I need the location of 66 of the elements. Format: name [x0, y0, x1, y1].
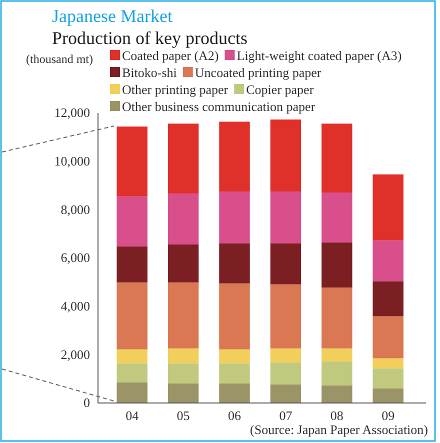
x-tick-label: 05 — [176, 408, 190, 424]
bar — [270, 348, 302, 362]
bar — [372, 240, 404, 282]
bar — [372, 368, 404, 388]
bar — [168, 124, 199, 194]
bar — [168, 363, 199, 384]
bar — [116, 196, 148, 246]
bar — [322, 385, 352, 403]
bar — [116, 349, 148, 364]
bar — [322, 361, 352, 386]
text: (Source: Japan Paper Association) — [250, 422, 428, 437]
bar — [168, 282, 199, 348]
y-tick-label: 0 — [84, 395, 90, 410]
bar — [219, 349, 250, 364]
bar — [270, 192, 302, 244]
bar — [270, 362, 302, 384]
y-axis-title: (thousand mt) — [26, 52, 93, 66]
bar — [219, 383, 250, 403]
bar — [116, 282, 148, 350]
bar — [372, 388, 404, 403]
bar — [168, 244, 199, 282]
bar — [168, 193, 199, 244]
bar — [116, 382, 148, 403]
bar — [270, 244, 302, 284]
bar — [372, 316, 404, 358]
x-tick-label: 07 — [279, 408, 293, 424]
chart-subtitle: Production of key products — [52, 28, 248, 48]
bar — [219, 363, 250, 384]
bar — [372, 174, 404, 240]
x-tick-label: 04 — [126, 408, 140, 424]
legend-label: Bitoko-shi — [122, 65, 178, 80]
y-tick-label: 8,000 — [60, 202, 90, 217]
x-tick-label: 08 — [330, 408, 344, 424]
chart-title: Japanese Market — [52, 6, 172, 26]
y-tick-label: 10,000 — [54, 153, 90, 168]
legend-label: Light-weight coated paper (A3) — [236, 48, 402, 63]
y-tick-label: 6,000 — [60, 250, 90, 266]
legend-label: Other printing paper — [122, 82, 229, 97]
bar — [168, 383, 199, 403]
bar — [322, 242, 352, 288]
bar — [116, 363, 148, 382]
bar — [168, 348, 199, 364]
y-tick-label: 2,000 — [60, 346, 90, 362]
bar — [219, 244, 250, 284]
bar — [116, 126, 148, 196]
legend-label: Uncoated printing paper — [194, 65, 322, 80]
bar — [322, 348, 352, 362]
bar — [270, 384, 302, 403]
legend-label: Copier paper — [246, 82, 314, 97]
bar — [322, 124, 352, 193]
y-tick-label: 12,000 — [54, 105, 90, 120]
bar — [372, 281, 404, 316]
bar — [322, 287, 352, 348]
x-tick-label: 09 — [382, 408, 395, 424]
bar — [219, 192, 250, 244]
legend-label: Coated paper (A2) — [122, 48, 219, 63]
legend-label: Other business communication paper — [122, 99, 316, 114]
bar — [372, 358, 404, 368]
bar — [116, 246, 148, 282]
bar — [219, 122, 250, 192]
bar — [270, 284, 302, 348]
bar — [270, 120, 302, 192]
x-tick-label: 06 — [228, 408, 242, 424]
bar — [219, 283, 250, 350]
bar — [322, 192, 352, 243]
y-tick-label: 4,000 — [60, 298, 90, 314]
